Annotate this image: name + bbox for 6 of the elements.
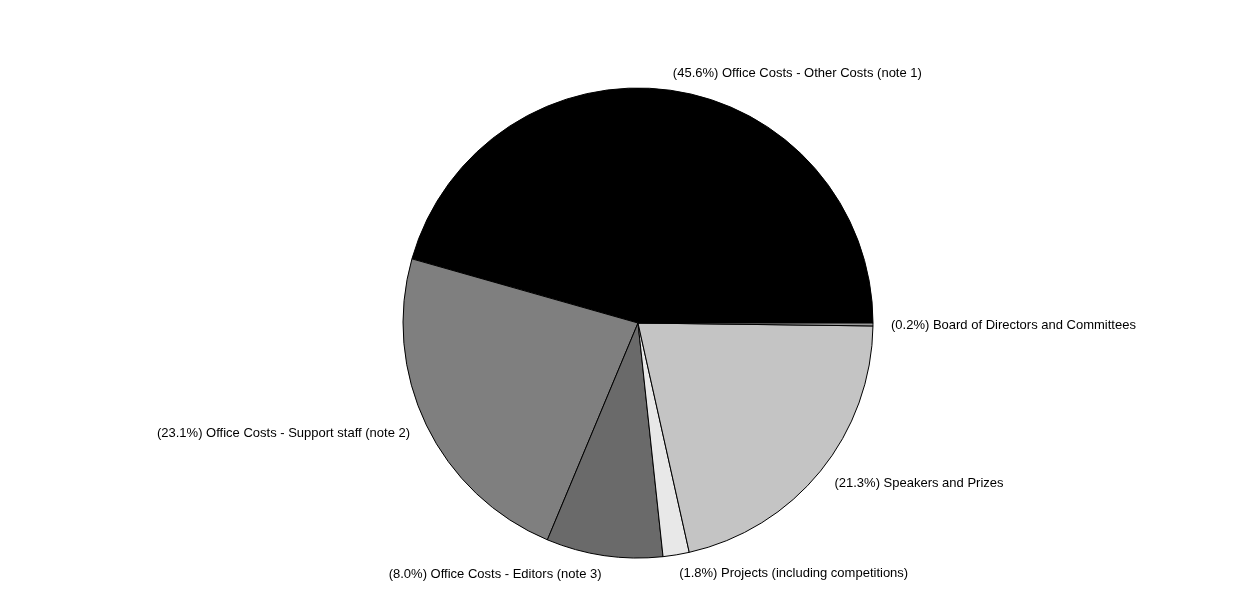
slice-label: (21.3%) Speakers and Prizes: [834, 474, 1005, 490]
slice-label: (0.2%) Board of Directors and Committees: [890, 317, 1137, 333]
slice-label: (23.1%) Office Costs - Support staff (note 2): [156, 425, 411, 441]
slice-label: (8.0%) Office Costs - Editors (note 3): [388, 565, 602, 581]
slice-label: (1.8%) Projects (including competitions): [679, 565, 909, 581]
slice-label: (45.6%) Office Costs - Other Costs (note 1): [672, 64, 922, 80]
